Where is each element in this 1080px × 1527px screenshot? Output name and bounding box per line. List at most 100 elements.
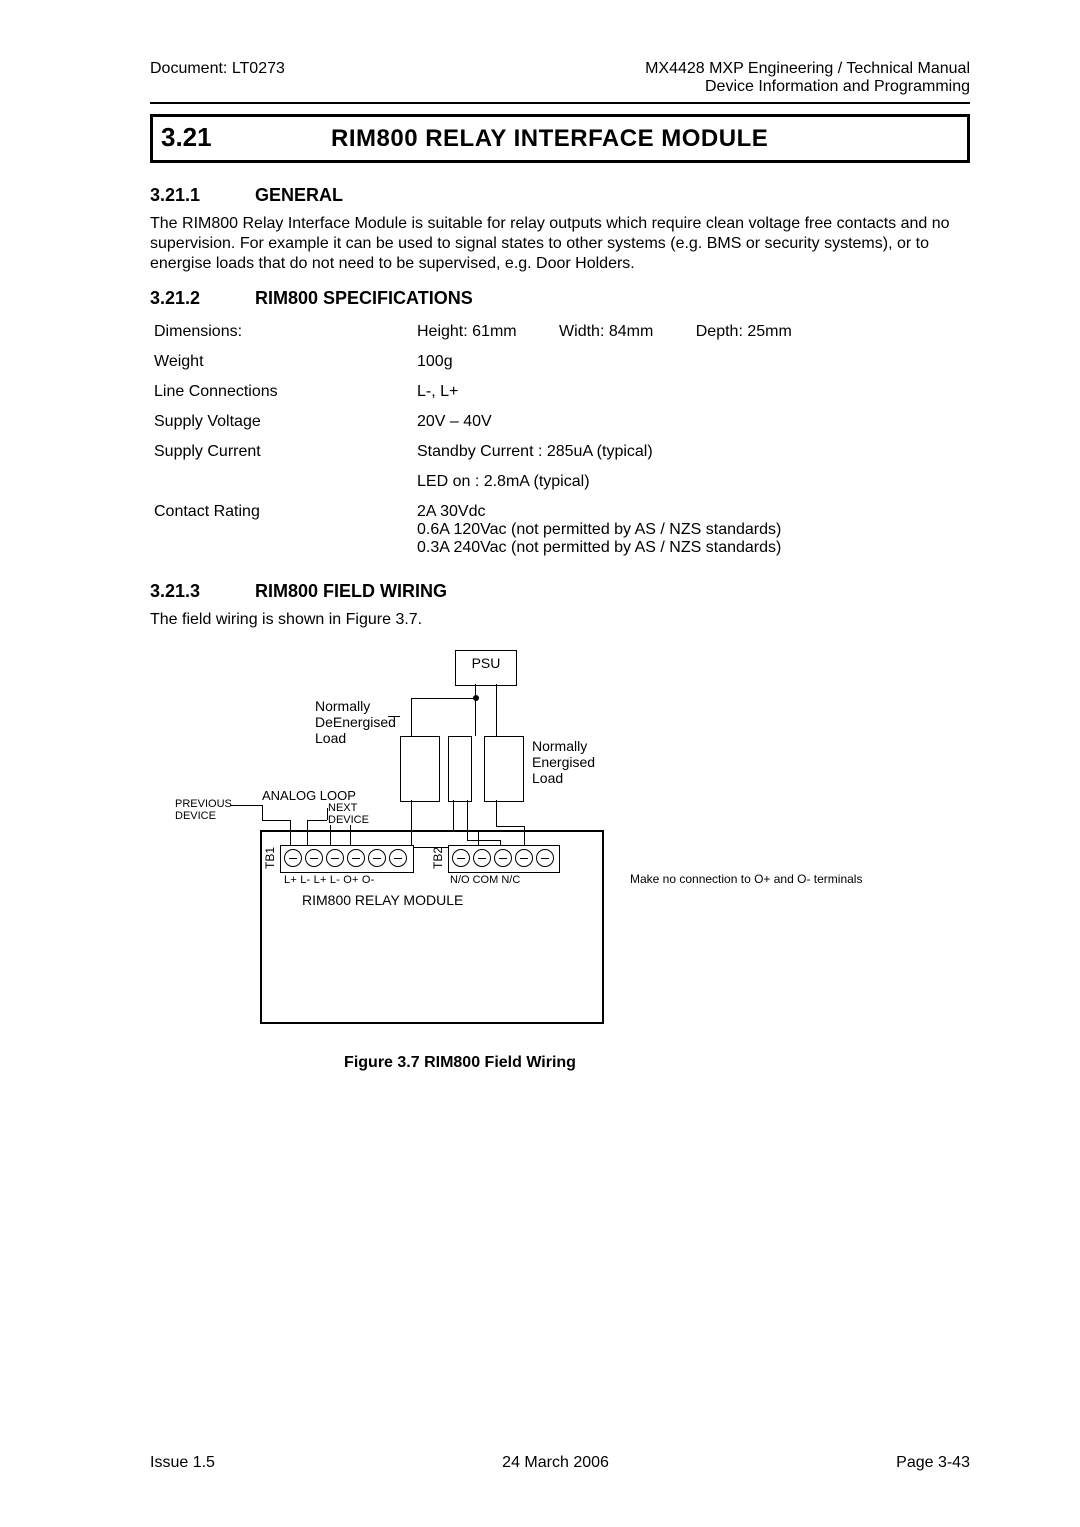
text: PREVIOUS	[175, 798, 232, 810]
spec-label-supplyv: Supply Voltage	[150, 407, 413, 437]
subsection-wiring: 3.21.3 RIM800 FIELD WIRING	[150, 581, 970, 602]
tb1-screws	[284, 849, 410, 871]
dim-depth: Depth: 25mm	[696, 323, 792, 341]
header-rule	[150, 102, 970, 104]
figure-caption: Figure 3.7 RIM800 Field Wiring	[200, 1054, 720, 1072]
contact-line1: 2A 30Vdc	[417, 503, 966, 521]
screw-icon	[389, 849, 407, 867]
wire	[496, 684, 497, 736]
subsection-title: GENERAL	[255, 185, 343, 205]
load-en-label: Normally Energised Load	[532, 738, 595, 786]
subsection-specs: 3.21.2 RIM800 SPECIFICATIONS	[150, 288, 970, 309]
load-en-box	[484, 736, 524, 802]
next-device-label: NEXT DEVICE	[328, 802, 369, 826]
spacer-box	[448, 736, 472, 802]
contact-line2: 0.6A 120Vac (not permitted by AS / NZS s…	[417, 521, 966, 539]
subsection-general: 3.21.1 GENERAL	[150, 185, 970, 206]
spec-value-supplyc2: LED on : 2.8mA (typical)	[413, 467, 970, 497]
text: Normally	[315, 698, 396, 714]
wire	[350, 825, 351, 847]
manual-title-line2: Device Information and Programming	[645, 78, 970, 96]
text: Energised	[532, 754, 595, 770]
subsection-title: RIM800 SPECIFICATIONS	[255, 288, 473, 308]
page-footer: Issue 1.5 24 March 2006 Page 3-43	[150, 1454, 970, 1472]
contact-line3: 0.3A 240Vac (not permitted by AS / NZS s…	[417, 539, 966, 557]
wire	[453, 800, 454, 830]
wire	[524, 826, 525, 847]
wire	[411, 800, 412, 847]
spec-label-dimensions: Dimensions:	[150, 317, 413, 347]
tb2-label: TB2	[431, 847, 445, 869]
wire	[411, 698, 475, 699]
spec-label-lineconn: Line Connections	[150, 377, 413, 407]
wire	[290, 820, 291, 847]
text: Load	[315, 730, 396, 746]
wire	[307, 820, 308, 847]
tb2-screws	[452, 849, 557, 871]
text: NEXT	[328, 802, 369, 814]
wire	[230, 805, 262, 806]
wire	[327, 808, 328, 820]
page-header: Document: LT0273 MX4428 MXP Engineering …	[150, 60, 970, 96]
spec-value-supplyc1: Standby Current : 285uA (typical)	[413, 437, 970, 467]
section-title-box: 3.21 RIM800 RELAY INTERFACE MODULE	[150, 114, 970, 163]
load-de-label: Normally DeEnergised Load	[315, 698, 396, 746]
footer-page: Page 3-43	[896, 1454, 970, 1472]
screw-icon	[284, 849, 302, 867]
wire	[411, 698, 412, 736]
screw-icon	[452, 849, 470, 867]
footer-issue: Issue 1.5	[150, 1454, 215, 1472]
wire	[262, 805, 263, 820]
screw-icon	[473, 849, 491, 867]
screw-icon	[536, 849, 554, 867]
wire	[467, 800, 468, 840]
dim-width: Width: 84mm	[559, 323, 653, 341]
leader	[388, 716, 400, 717]
screw-icon	[494, 849, 512, 867]
wire	[453, 830, 478, 831]
section-title: RIM800 RELAY INTERFACE MODULE	[331, 125, 768, 153]
doc-id: Document: LT0273	[150, 60, 285, 96]
tb2-terminal-labels: N/O COM N/C	[450, 874, 520, 886]
text: DEVICE	[175, 810, 232, 822]
screw-icon	[515, 849, 533, 867]
section-number: 3.21	[161, 122, 331, 153]
load-de-box	[400, 736, 440, 802]
spec-value-supplyv: 20V – 40V	[413, 407, 970, 437]
spec-value-weight: 100g	[413, 347, 970, 377]
wiring-paragraph: The field wiring is shown in Figure 3.7.	[150, 610, 970, 630]
psu-box: PSU	[455, 650, 517, 686]
figure-wrap: PSU Normally DeEnergised Load Normally E…	[200, 650, 970, 1072]
prev-device-label: PREVIOUS DEVICE	[175, 798, 232, 822]
wire	[467, 840, 500, 841]
specs-table: Dimensions: Height: 61mm Width: 84mm Dep…	[150, 317, 970, 563]
screw-icon	[368, 849, 386, 867]
text: DeEnergised	[315, 714, 396, 730]
text: DEVICE	[328, 814, 369, 826]
module-name-label: RIM800 RELAY MODULE	[302, 892, 463, 908]
dim-height: Height: 61mm	[417, 323, 517, 341]
spec-label-weight: Weight	[150, 347, 413, 377]
wire	[330, 825, 331, 847]
spec-label-supplyc: Supply Current	[150, 437, 413, 467]
spec-value-lineconn: L-, L+	[413, 377, 970, 407]
text: Load	[532, 770, 595, 786]
manual-title-line1: MX4428 MXP Engineering / Technical Manua…	[645, 60, 970, 78]
wiring-diagram: PSU Normally DeEnergised Load Normally E…	[200, 650, 900, 1050]
screw-icon	[347, 849, 365, 867]
footer-date: 24 March 2006	[502, 1454, 609, 1472]
wire	[262, 820, 290, 821]
tb1-terminal-labels: L+ L- L+ L- O+ O-	[284, 874, 375, 886]
wire	[496, 800, 497, 826]
text: Normally	[532, 738, 595, 754]
spec-label-contact: Contact Rating	[150, 497, 413, 563]
subsection-number: 3.21.3	[150, 581, 250, 602]
general-paragraph: The RIM800 Relay Interface Module is sui…	[150, 214, 970, 274]
spec-value-contact: 2A 30Vdc 0.6A 120Vac (not permitted by A…	[413, 497, 970, 563]
subsection-number: 3.21.2	[150, 288, 250, 309]
screw-icon	[326, 849, 344, 867]
wire	[475, 684, 476, 736]
tb1-label: TB1	[263, 847, 277, 869]
subsection-title: RIM800 FIELD WIRING	[255, 581, 447, 601]
wire	[496, 826, 524, 827]
